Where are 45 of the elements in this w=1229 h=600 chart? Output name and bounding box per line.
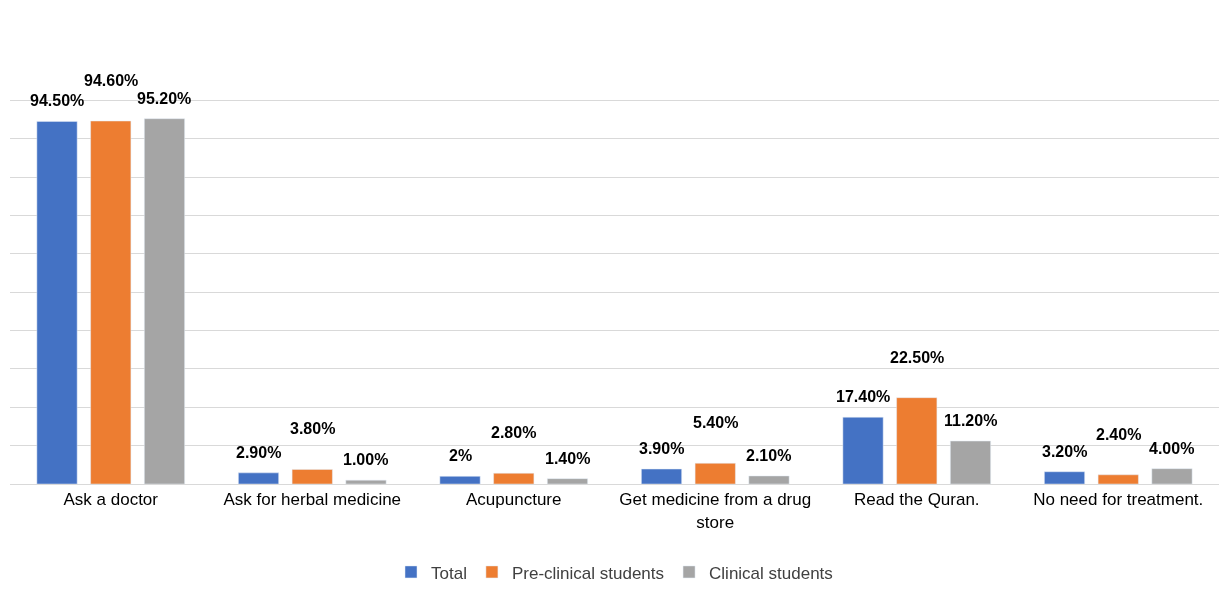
bar	[1151, 468, 1193, 484]
bar	[345, 479, 387, 484]
data-label: 1.40%	[545, 450, 591, 467]
legend-label: Clinical students	[709, 563, 833, 583]
data-label: 94.50%	[30, 92, 85, 109]
bar	[842, 416, 884, 484]
data-label: 1.00%	[343, 451, 389, 468]
data-label: 11.20%	[944, 412, 998, 429]
data-label: 3.90%	[639, 440, 685, 457]
data-label: 2%	[449, 447, 473, 464]
bar	[439, 476, 481, 484]
bar	[641, 468, 682, 484]
legend-label: Pre-clinical students	[511, 563, 665, 583]
bar	[896, 397, 938, 484]
data-label: 3.80%	[290, 420, 336, 437]
bar	[493, 473, 535, 484]
bar	[547, 478, 588, 484]
data-label: 2.80%	[491, 424, 537, 441]
data-label: 2.10%	[746, 447, 792, 464]
bar	[694, 463, 736, 484]
x-tick-label: Ask for herbal medicine	[223, 490, 402, 510]
data-label: 94.60%	[84, 72, 139, 89]
bar	[238, 472, 279, 484]
data-label: 17.40%	[836, 388, 891, 405]
bar	[950, 440, 991, 484]
bar	[90, 120, 132, 484]
bar	[1044, 471, 1085, 484]
bar	[36, 121, 78, 484]
bar	[1097, 474, 1139, 484]
x-tick-label: Read the Quran.	[853, 490, 980, 510]
data-label: 5.40%	[693, 414, 739, 431]
bar	[748, 475, 790, 484]
x-tick-label: Ask a doctor	[63, 490, 159, 510]
bar	[291, 469, 333, 484]
data-label: 95.20%	[137, 90, 192, 107]
data-label: 2.40%	[1096, 426, 1142, 443]
data-label: 4.00%	[1149, 440, 1195, 457]
x-tick-label: Get medicine from a drug store	[619, 490, 812, 532]
data-label: 22.50%	[890, 349, 945, 366]
data-label: 2.90%	[236, 444, 282, 461]
x-tick-label: Acupuncture	[466, 490, 562, 510]
x-tick-label: No need for treatment.	[1033, 490, 1204, 510]
data-label: 3.20%	[1042, 443, 1088, 460]
bar	[144, 118, 185, 484]
legend-label: Total	[431, 563, 467, 583]
